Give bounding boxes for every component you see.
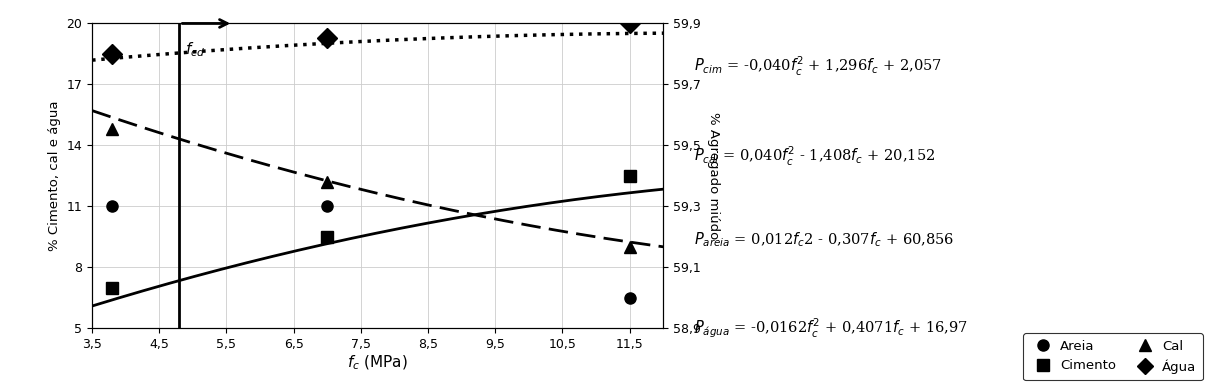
Y-axis label: % Cimento, cal e água: % Cimento, cal e água [48,101,61,251]
Text: $\mathit{f_{cd}}$: $\mathit{f_{cd}}$ [184,40,205,59]
Legend: Areia, Cimento, Cal, Água: Areia, Cimento, Cal, Água [1023,333,1203,380]
Y-axis label: % Agregado miúdo: % Agregado miúdo [707,112,720,240]
Text: $P_{cim}$ = -0,040$f_c^2$ + 1,296$f_c$ + 2,057: $P_{cim}$ = -0,040$f_c^2$ + 1,296$f_c$ +… [694,55,942,78]
Text: $P_{areia}$ = 0,012$f_c$2 - 0,307$f_c$ + 60,856: $P_{areia}$ = 0,012$f_c$2 - 0,307$f_c$ +… [694,231,954,249]
X-axis label: $\mathit{f_c}$ (MPa): $\mathit{f_c}$ (MPa) [348,354,408,372]
Text: $P_{cal}$ = 0,040$f_c^2$ - 1,408$f_c$ + 20,152: $P_{cal}$ = 0,040$f_c^2$ - 1,408$f_c$ + … [694,145,936,168]
Text: $P_{água}$ = -0,0162$f_c^2$ + 0,4071$f_c$ + 16,97: $P_{água}$ = -0,0162$f_c^2$ + 0,4071$f_c… [694,317,968,340]
